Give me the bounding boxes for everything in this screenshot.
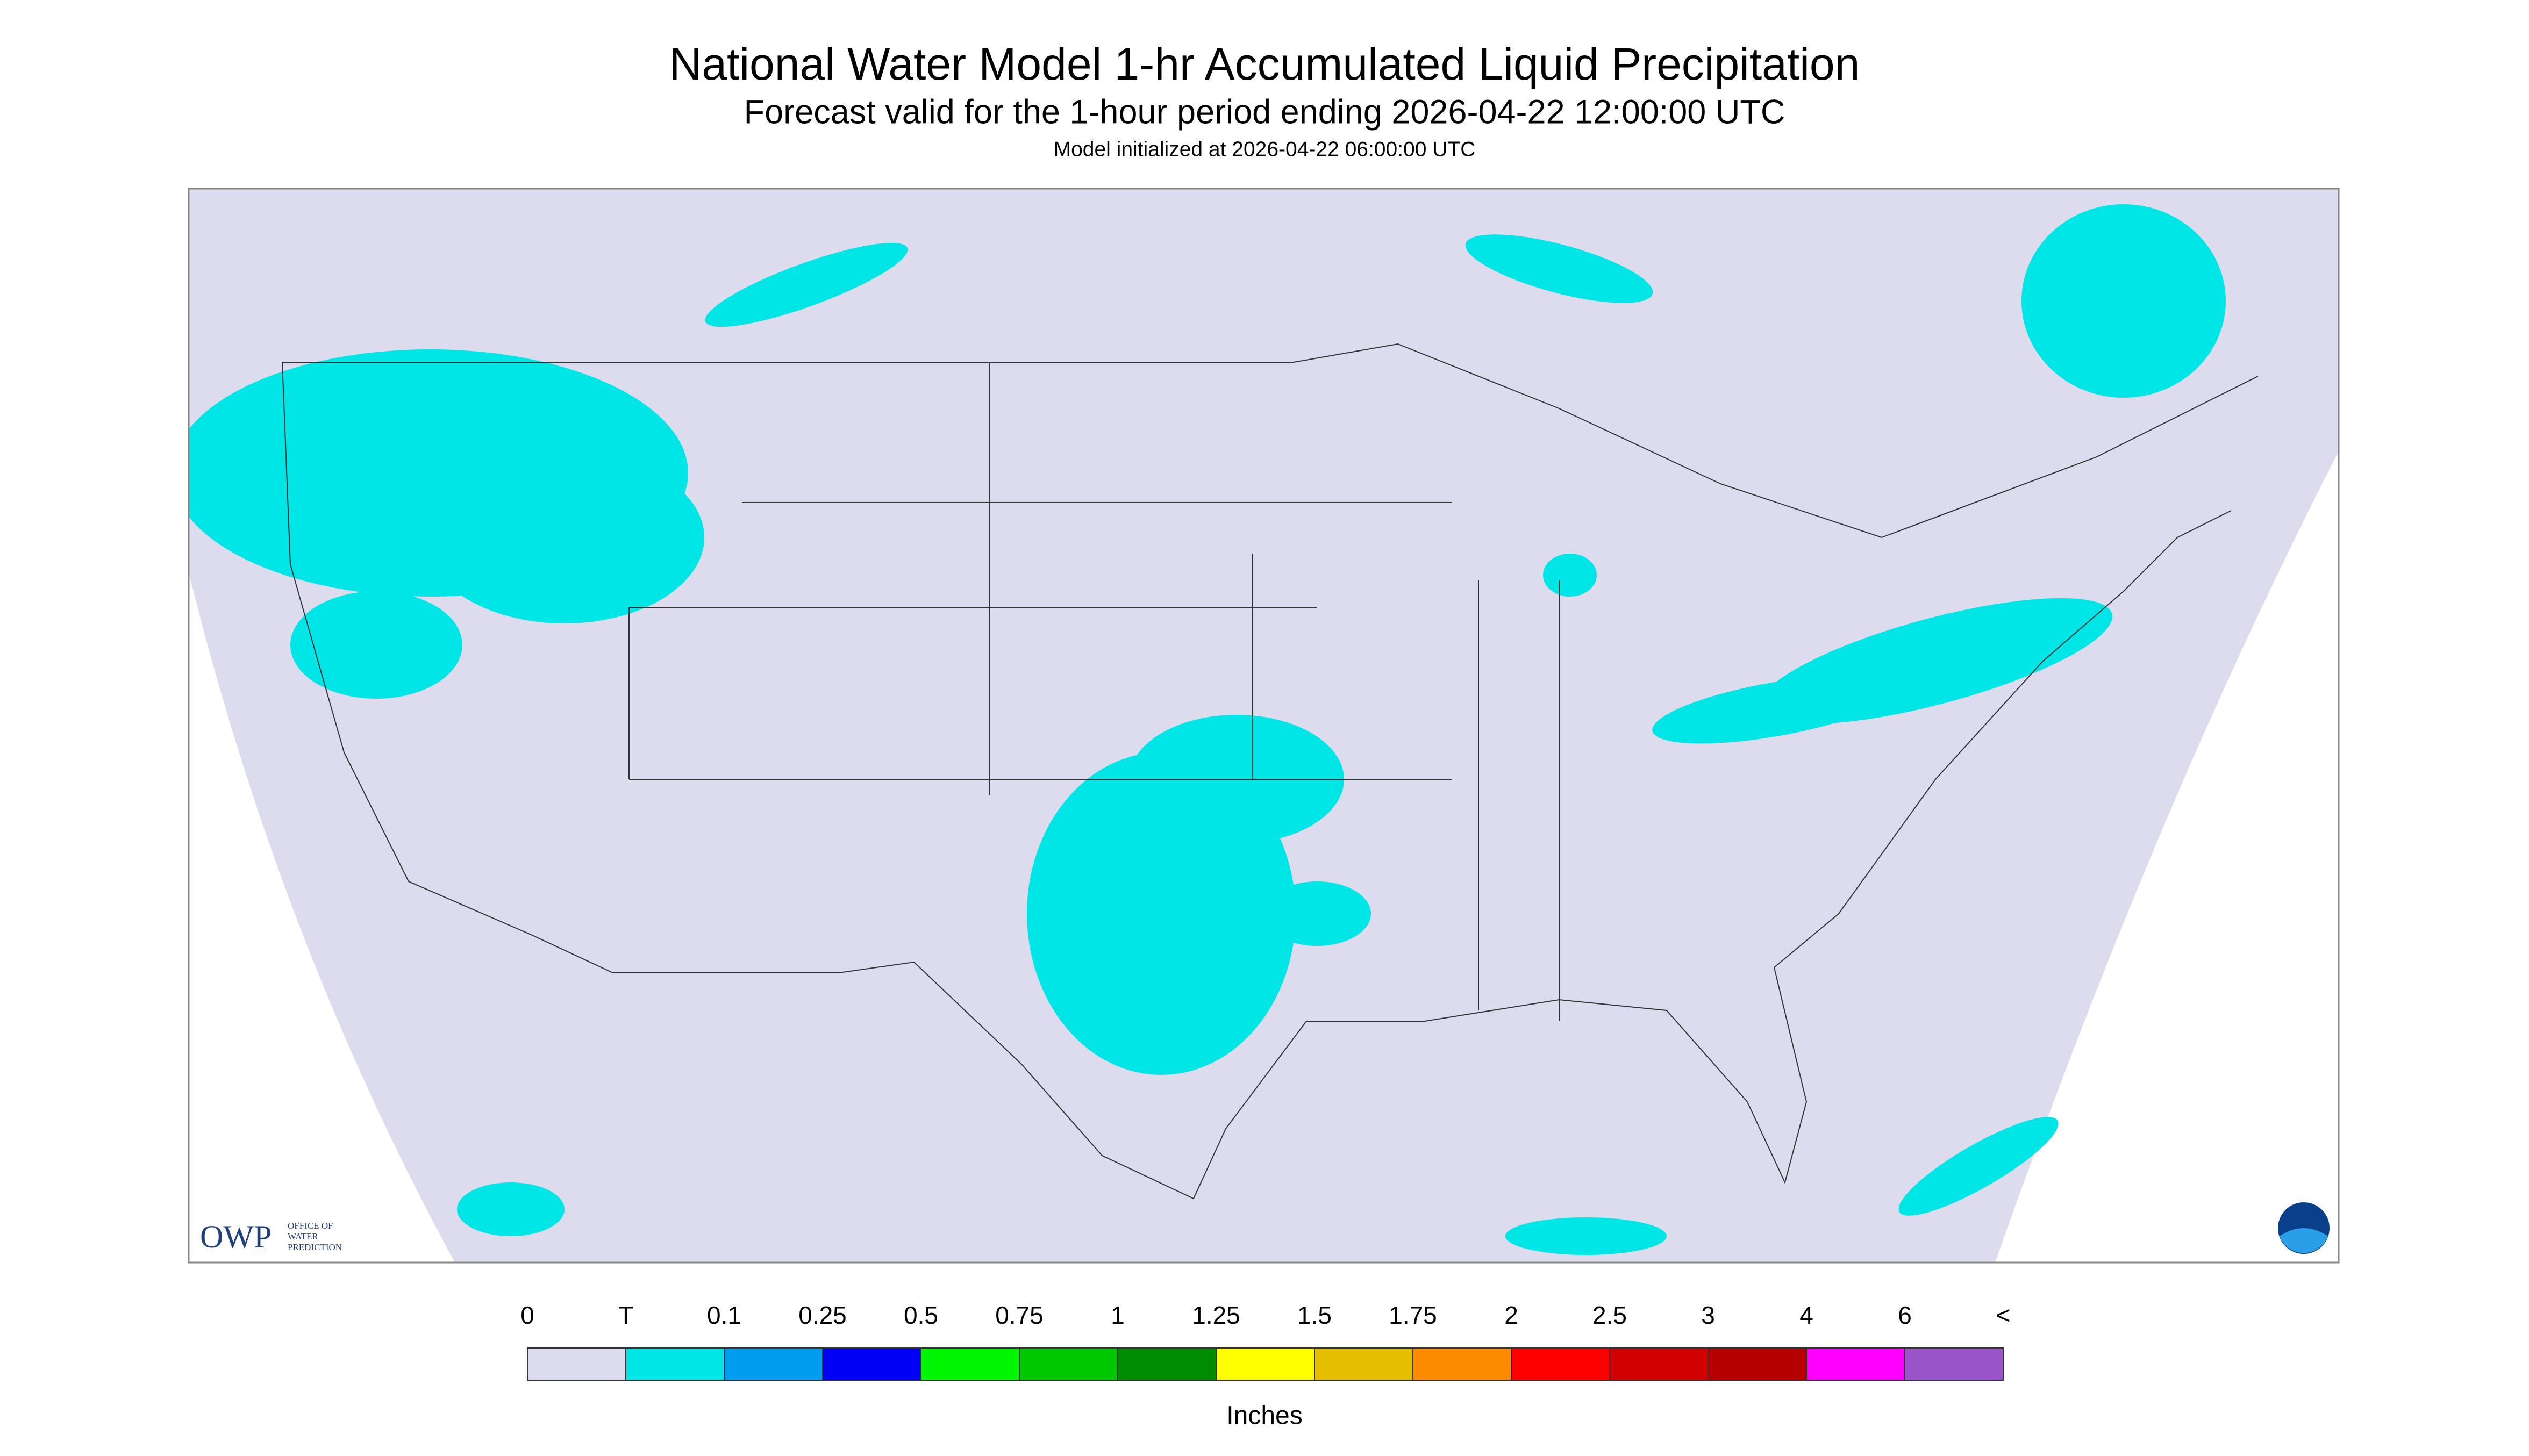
legend-swatch [822, 1347, 921, 1381]
legend-label: 0.75 [995, 1301, 1044, 1329]
precip-area [705, 242, 908, 327]
legend-unit: Inches [1226, 1402, 1302, 1430]
legend-swatch [920, 1347, 1020, 1381]
title: National Water Model 1-hr Accumulated Li… [669, 39, 1860, 89]
subtitle: Forecast valid for the 1-hour period end… [744, 94, 1785, 131]
legend-label: 0.25 [798, 1301, 847, 1329]
legend-swatch [1019, 1347, 1118, 1381]
precip-area [1898, 1117, 2059, 1216]
legend-swatch [1117, 1347, 1217, 1381]
state-lines [628, 363, 1560, 1021]
precip-area [1543, 554, 1597, 597]
precip-area [1465, 234, 1653, 303]
legend-swatch [1904, 1347, 2004, 1381]
precip-area [457, 1182, 565, 1236]
legend-label: 0.5 [904, 1301, 938, 1329]
legend-label: 6 [1898, 1301, 1912, 1329]
boundaries [282, 343, 2259, 1200]
precip-area [2021, 204, 2226, 398]
owp-logo-line: WATER [288, 1231, 318, 1242]
precip-area [290, 591, 462, 699]
legend-swatch [1314, 1347, 1413, 1381]
precip-area [1505, 1217, 1667, 1255]
legend-swatch [1708, 1347, 1807, 1381]
legend-swatch [1412, 1347, 1512, 1381]
precipitation-areas [189, 204, 2226, 1255]
legend-label: < [1996, 1301, 2011, 1329]
legend-label: 4 [1799, 1301, 1813, 1329]
legend-label: 3 [1701, 1301, 1715, 1329]
legend-swatch [625, 1347, 725, 1381]
country-border [282, 343, 2259, 539]
legend-label: 2 [1504, 1301, 1518, 1329]
legend-label: 2.5 [1592, 1301, 1627, 1329]
legend-swatch [1609, 1347, 1709, 1381]
coastline [282, 362, 2232, 1200]
legend-label: 1.75 [1389, 1301, 1437, 1329]
legend-label: T [618, 1301, 633, 1329]
legend-swatch [724, 1347, 823, 1381]
owp-logo: OWP [200, 1219, 272, 1254]
legend-label: 1.5 [1297, 1301, 1332, 1329]
noaa-logo-wave [2280, 1228, 2328, 1253]
legend-label: 0 [520, 1301, 534, 1329]
map-frame [188, 188, 2340, 1264]
precip-area [1263, 881, 1371, 946]
legend-label: 1.25 [1192, 1301, 1240, 1329]
legend: 0 T 0.1 0.25 0.5 0.75 1 1.25 1.5 1.75 2 2.5 3 4 6 < [520, 1301, 2011, 1381]
legend-label: 1 [1111, 1301, 1125, 1329]
legend-label: 0.1 [707, 1301, 741, 1329]
init-time: Model initialized at 2026-04-22 06:00:00… [1054, 138, 1476, 161]
legend-swatch [1806, 1347, 1905, 1381]
legend-swatch [1216, 1347, 1315, 1381]
legend-swatch [1511, 1347, 1610, 1381]
precip-area [425, 451, 704, 623]
legend-swatch [527, 1347, 626, 1381]
owp-logo-line: OFFICE OF [288, 1221, 333, 1231]
owp-logo-line: PREDICTION [288, 1242, 342, 1252]
precip-area [1652, 675, 1896, 744]
noaa-logo [2278, 1202, 2330, 1254]
